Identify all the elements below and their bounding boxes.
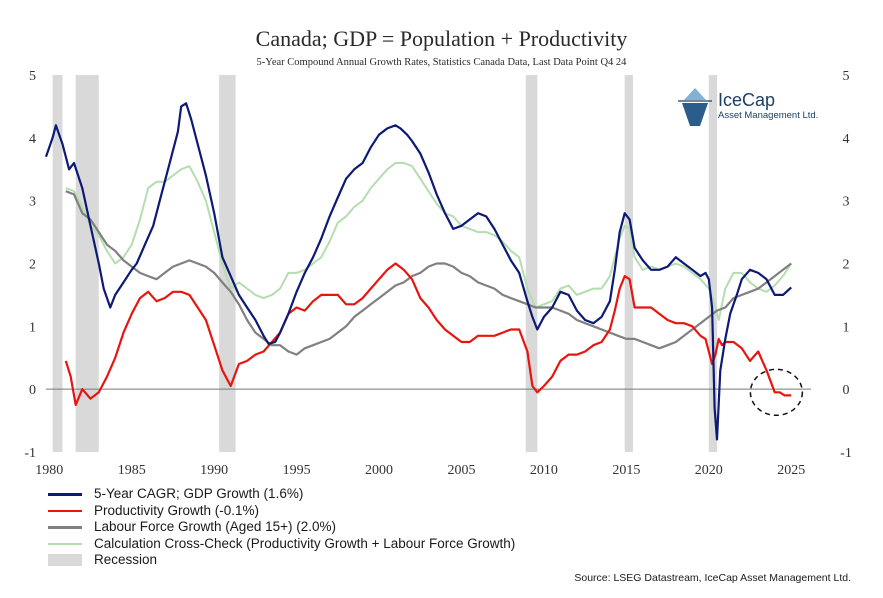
x-tick: 2015 bbox=[612, 463, 640, 478]
x-tick: 1980 bbox=[35, 463, 63, 478]
y-tick-left: 4 bbox=[29, 132, 36, 147]
y-axis-right: -1 0 1 2 3 4 5 bbox=[840, 69, 852, 461]
series-line-gdp bbox=[44, 102, 792, 441]
series-line-crosscheck bbox=[65, 162, 793, 321]
y-tick-left: 5 bbox=[29, 69, 36, 84]
logo-tagline: Asset Management Ltd. bbox=[718, 110, 819, 121]
icecap-logo: IceCap Asset Management Ltd. bbox=[676, 86, 836, 130]
chart-subtitle: 5-Year Compound Annual Growth Rates, Sta… bbox=[256, 57, 627, 68]
x-tick: 2010 bbox=[530, 463, 558, 478]
recession-band-0 bbox=[52, 75, 63, 452]
y-tick-right: 5 bbox=[843, 69, 850, 84]
x-tick: 1995 bbox=[283, 463, 311, 478]
series-lines bbox=[44, 102, 793, 441]
y-tick-left: 2 bbox=[29, 258, 36, 273]
series-line-labour bbox=[65, 190, 792, 356]
legend-label: 5-Year CAGR; GDP Growth (1.6%) bbox=[94, 486, 304, 501]
y-tick-right: 2 bbox=[843, 258, 850, 273]
y-tick-left: 1 bbox=[29, 320, 36, 335]
legend-swatch bbox=[48, 526, 82, 529]
x-tick: 2025 bbox=[777, 463, 805, 478]
series-line-productivity bbox=[64, 262, 792, 406]
y-tick-left: 3 bbox=[29, 195, 36, 210]
y-tick-right: 1 bbox=[843, 320, 850, 335]
legend-label: Recession bbox=[94, 552, 158, 567]
logo-name: IceCap bbox=[718, 90, 776, 110]
legend-swatch bbox=[48, 509, 82, 512]
x-tick: 2000 bbox=[365, 463, 393, 478]
legend-swatch bbox=[48, 493, 82, 496]
chart-title: Canada; GDP = Population + Productivity bbox=[255, 26, 628, 51]
legend-label: Labour Force Growth (Aged 15+) (2.0%) bbox=[94, 519, 336, 534]
legend-swatch bbox=[48, 542, 82, 545]
highlight-circle bbox=[749, 368, 804, 417]
recession-band-3 bbox=[525, 75, 538, 452]
legend-swatch bbox=[48, 554, 82, 566]
y-tick-right: 3 bbox=[843, 195, 850, 210]
annotations bbox=[749, 368, 804, 417]
y-axis-left: -1 0 1 2 3 4 5 bbox=[24, 69, 36, 461]
recession-band-1 bbox=[75, 75, 99, 452]
y-tick-left: -1 bbox=[24, 446, 36, 461]
recession-band-2 bbox=[219, 75, 236, 452]
legend-label: Productivity Growth (-0.1%) bbox=[94, 502, 260, 518]
y-tick-left: 0 bbox=[29, 383, 36, 398]
legend-label: Calculation Cross-Check (Productivity Gr… bbox=[94, 535, 516, 551]
y-tick-right: -1 bbox=[840, 446, 852, 461]
recession-band-5 bbox=[708, 75, 718, 452]
y-tick-right: 0 bbox=[843, 383, 850, 398]
source-note: Source: LSEG Datastream, IceCap Asset Ma… bbox=[574, 572, 851, 584]
x-tick: 1990 bbox=[200, 463, 228, 478]
y-tick-right: 4 bbox=[843, 132, 850, 147]
x-tick: 2020 bbox=[695, 463, 723, 478]
iceberg-icon bbox=[678, 88, 712, 126]
x-tick: 2005 bbox=[447, 463, 475, 478]
x-tick: 1985 bbox=[118, 463, 146, 478]
recession-band-4 bbox=[624, 75, 633, 452]
x-axis: 1980 1985 1990 1995 2000 2005 2010 2015 2020 2025 bbox=[35, 463, 805, 478]
recession-bands bbox=[52, 75, 718, 452]
